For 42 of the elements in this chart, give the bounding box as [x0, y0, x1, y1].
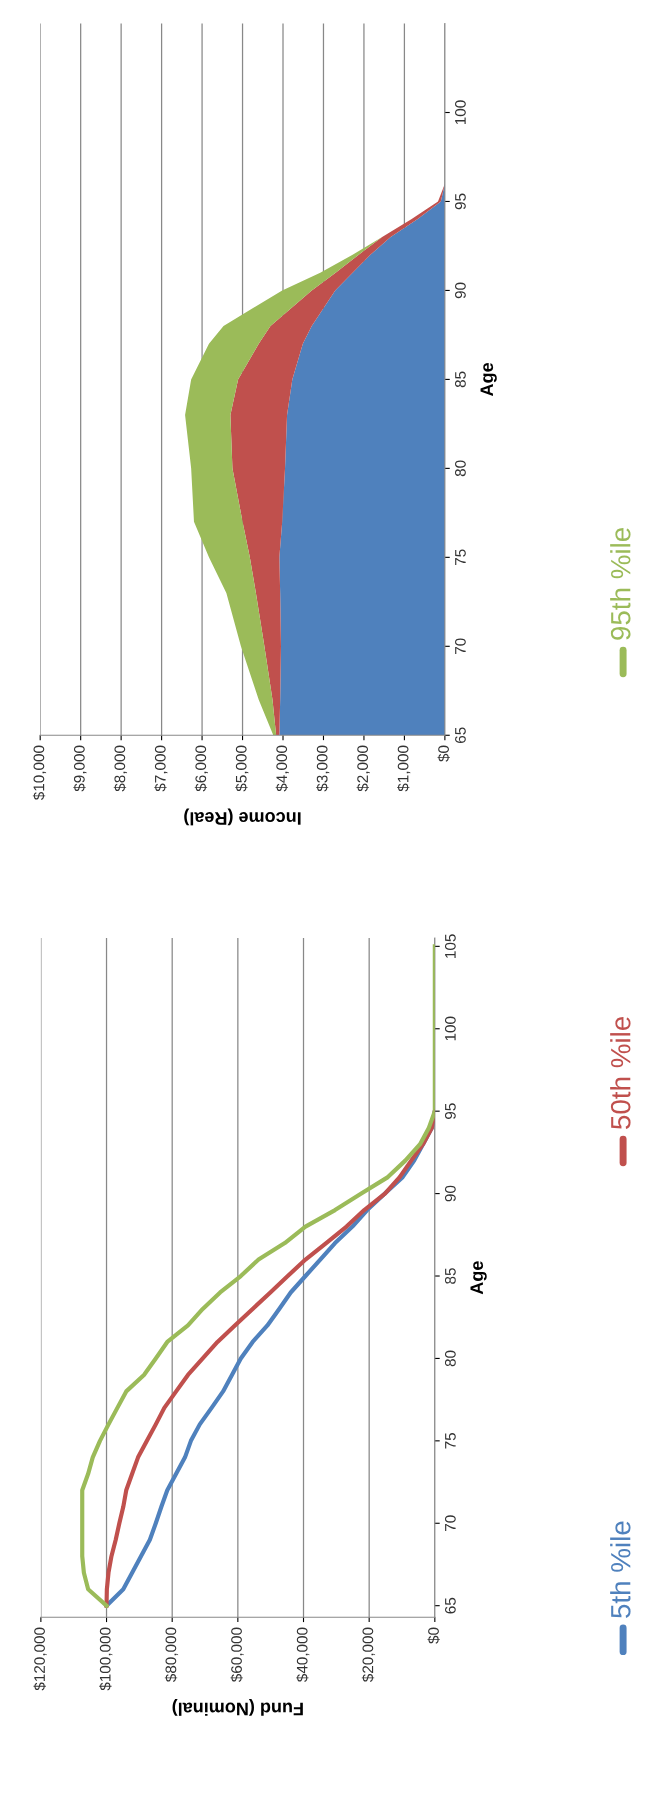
x-tick-label: $0: [427, 1627, 440, 1644]
text: 95th %ile: [610, 528, 631, 640]
text: 50th %ile: [610, 1017, 631, 1129]
x-tick-label: $3,000: [316, 745, 330, 792]
x-tick-label: $100,000: [99, 1627, 113, 1691]
x-tick-label: $120,000: [33, 1627, 47, 1691]
x-tick-label: $8,000: [113, 745, 128, 792]
y-tick-label: 70: [455, 638, 466, 655]
y-axis-title: Age: [470, 1261, 487, 1295]
y-tick-label: 85: [444, 1268, 456, 1284]
x-tick-label: $2,000: [356, 745, 370, 792]
y-tick-label: 100: [444, 1016, 456, 1041]
x-tick-label: $1,000: [397, 745, 411, 792]
y-tick-label: 95: [444, 1103, 456, 1119]
y-tick-label: 90: [444, 1185, 456, 1202]
x-tick-label: $6,000: [194, 745, 208, 792]
x-tick-label: $20,000: [361, 1627, 376, 1682]
y-tick-label: 80: [444, 1350, 456, 1367]
x-axis-title: Fund (Nominal): [172, 1698, 303, 1716]
y-tick-label: 95: [455, 193, 466, 210]
y-tick-label: 75: [445, 1432, 456, 1449]
y-tick-label: 65: [444, 1597, 456, 1614]
y-tick-label: 70: [444, 1515, 456, 1531]
x-tick-label: $10,000: [32, 745, 47, 801]
x-axis-title: Income (Real): [184, 808, 301, 826]
y-tick-label: 65: [455, 727, 466, 743]
x-tick-label: $4,000: [275, 745, 289, 792]
y-tick-label: 100: [455, 100, 466, 125]
x-tick-label: $40,000: [296, 1627, 310, 1682]
x-tick-label: $0: [437, 745, 450, 762]
y-tick-label: 85: [455, 371, 466, 388]
x-tick-label: $60,000: [230, 1627, 244, 1682]
x-tick-label: $9,000: [73, 745, 87, 792]
y-tick-label: 90: [455, 282, 466, 299]
x-tick-label: $5,000: [235, 745, 249, 792]
x-tick-label: $80,000: [164, 1627, 179, 1682]
y-tick-label: 80: [455, 460, 466, 477]
y-tick-label: 75: [455, 549, 466, 566]
y-tick-label: 105: [444, 934, 456, 958]
y-axis-title: Age: [480, 362, 497, 397]
x-tick-label: $7,000: [154, 745, 168, 792]
text: 5th %ile: [610, 1521, 631, 1618]
